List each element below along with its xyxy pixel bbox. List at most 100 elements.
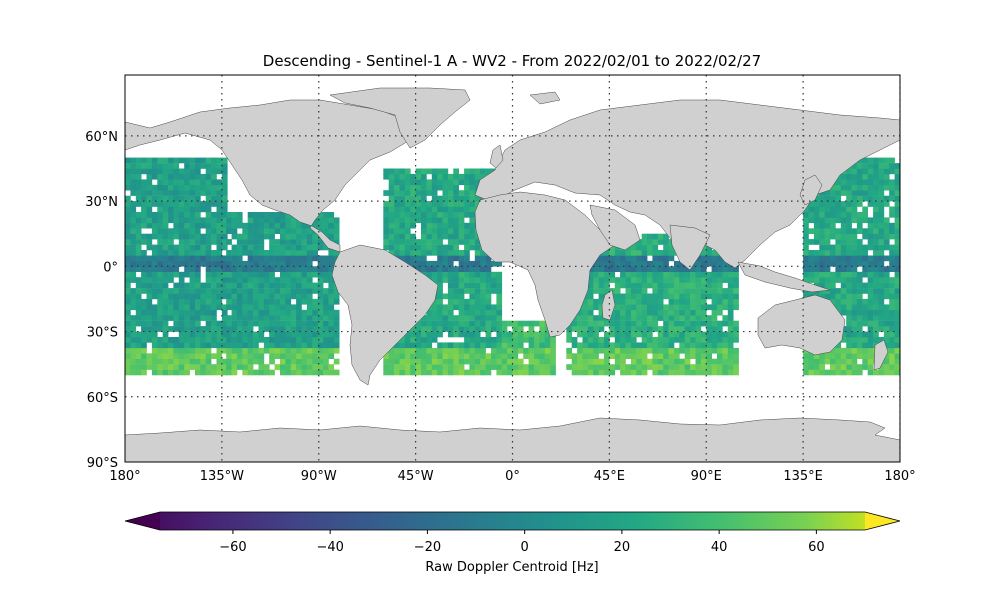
data-cell bbox=[453, 331, 459, 338]
data-cell bbox=[211, 260, 217, 267]
data-cell bbox=[883, 173, 890, 180]
data-cell bbox=[862, 168, 868, 175]
data-cell bbox=[485, 304, 492, 311]
data-cell bbox=[242, 250, 248, 256]
data-cell bbox=[700, 320, 707, 327]
data-cell bbox=[523, 353, 529, 359]
data-cell bbox=[878, 255, 885, 262]
data-cell bbox=[700, 260, 707, 267]
data-cell bbox=[458, 347, 465, 354]
data-cell bbox=[442, 250, 449, 256]
data-cell bbox=[130, 168, 137, 175]
data-cell bbox=[146, 271, 153, 278]
data-cell bbox=[464, 250, 470, 256]
data-cell bbox=[867, 277, 874, 283]
data-cell bbox=[846, 190, 852, 196]
data-cell bbox=[195, 309, 201, 316]
data-cell bbox=[125, 173, 131, 180]
data-cell bbox=[614, 364, 621, 370]
data-cell bbox=[851, 293, 858, 300]
data-cell bbox=[184, 212, 190, 218]
data-cell bbox=[717, 282, 723, 289]
data-cell bbox=[205, 309, 212, 316]
data-cell bbox=[274, 222, 281, 229]
data-cell bbox=[125, 244, 131, 251]
data-cell bbox=[125, 315, 131, 321]
data-cell bbox=[442, 347, 449, 354]
data-cell bbox=[695, 353, 702, 359]
data-cell bbox=[625, 309, 632, 316]
data-cell bbox=[625, 331, 632, 338]
data-cell bbox=[226, 271, 232, 278]
data-cell bbox=[157, 326, 163, 332]
data-cell bbox=[496, 331, 503, 338]
data-cell bbox=[867, 168, 874, 175]
data-cell bbox=[205, 228, 212, 234]
data-cell bbox=[447, 288, 454, 294]
data-cell bbox=[285, 239, 292, 245]
data-cell bbox=[189, 190, 196, 196]
data-cell bbox=[873, 217, 879, 224]
data-cell bbox=[178, 315, 185, 321]
data-cell bbox=[878, 195, 885, 202]
data-cell bbox=[168, 184, 174, 191]
data-cell bbox=[274, 331, 281, 338]
data-cell bbox=[205, 331, 212, 338]
data-cell bbox=[867, 331, 874, 338]
data-cell bbox=[733, 353, 739, 359]
data-cell bbox=[453, 173, 459, 180]
data-cell bbox=[157, 260, 163, 267]
lat-tick-label: 0° bbox=[103, 260, 118, 275]
data-cell bbox=[700, 277, 707, 283]
data-cell bbox=[695, 342, 702, 349]
data-cell bbox=[491, 353, 497, 359]
data-cell bbox=[722, 353, 729, 359]
data-cell bbox=[141, 331, 147, 338]
data-cell bbox=[474, 288, 481, 294]
data-cell bbox=[162, 342, 169, 349]
data-cell bbox=[840, 173, 847, 180]
data-cell bbox=[410, 179, 416, 186]
data-cell bbox=[426, 201, 433, 207]
data-cell bbox=[657, 326, 664, 332]
data-cell bbox=[178, 369, 185, 376]
data-cell bbox=[216, 217, 223, 224]
data-cell bbox=[587, 358, 594, 365]
data-cell bbox=[317, 293, 324, 300]
data-cell bbox=[323, 331, 329, 338]
data-cell bbox=[141, 212, 147, 218]
data-cell bbox=[216, 222, 223, 229]
data-cell bbox=[280, 288, 286, 294]
data-cell bbox=[195, 271, 201, 278]
data-cell bbox=[253, 288, 259, 294]
data-cell bbox=[652, 369, 659, 376]
data-cell bbox=[394, 212, 400, 218]
data-cell bbox=[636, 244, 642, 251]
data-cell bbox=[894, 201, 900, 207]
data-cell bbox=[388, 201, 395, 207]
data-cell bbox=[630, 244, 637, 251]
data-cell bbox=[539, 364, 546, 370]
data-cell bbox=[184, 288, 190, 294]
data-cell bbox=[571, 353, 578, 359]
data-cell bbox=[421, 228, 427, 234]
data-cell bbox=[889, 337, 895, 343]
colorbar-tick-label: 40 bbox=[711, 540, 728, 555]
data-cell bbox=[566, 331, 572, 338]
data-cell bbox=[168, 260, 174, 267]
data-cell bbox=[189, 184, 196, 191]
data-cell bbox=[625, 255, 632, 262]
data-cell bbox=[437, 309, 443, 316]
data-cell bbox=[221, 179, 228, 186]
data-cell bbox=[835, 358, 842, 365]
data-cell bbox=[211, 282, 217, 289]
data-cell bbox=[157, 347, 163, 354]
data-cell bbox=[577, 358, 583, 365]
data-cell bbox=[388, 358, 395, 365]
data-cell bbox=[819, 190, 825, 196]
data-cell bbox=[846, 304, 852, 311]
data-cell bbox=[711, 320, 718, 327]
data-cell bbox=[404, 239, 411, 245]
data-cell bbox=[205, 288, 212, 294]
data-cell bbox=[803, 266, 809, 272]
